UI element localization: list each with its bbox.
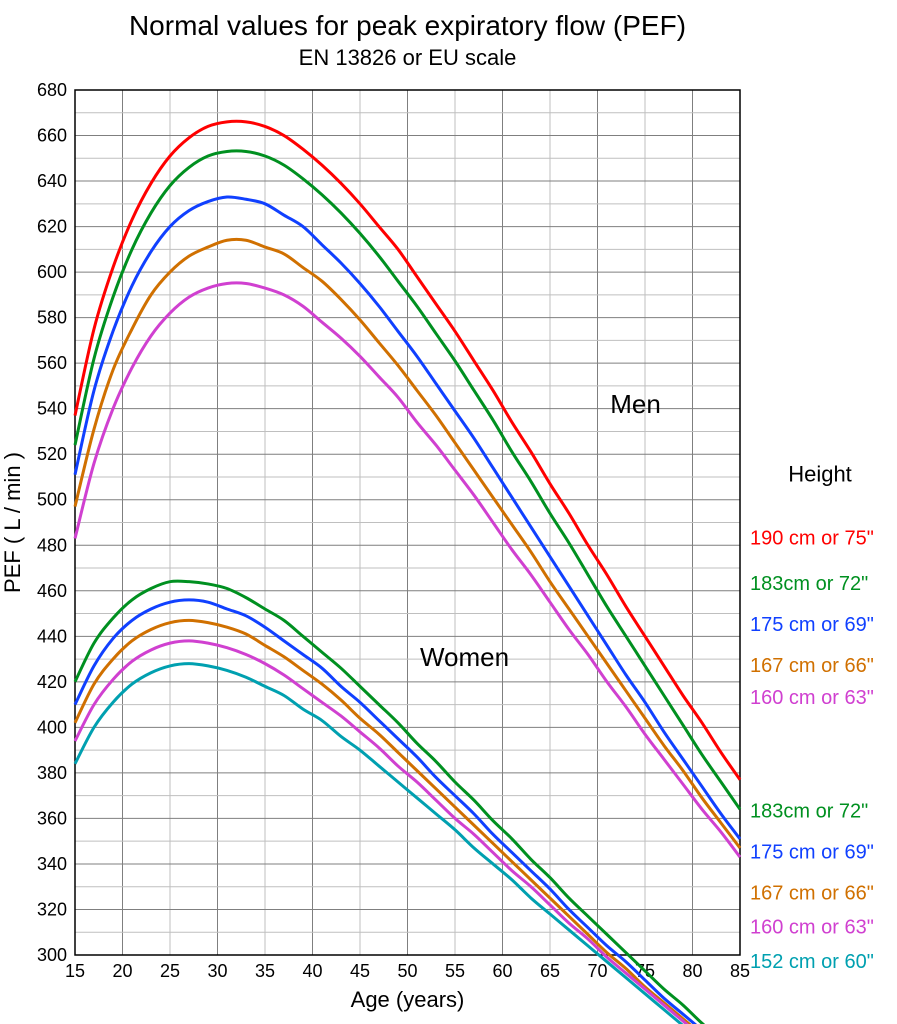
x-tick-label: 45: [350, 961, 370, 981]
y-tick-label: 680: [37, 80, 67, 100]
y-tick-label: 400: [37, 717, 67, 737]
y-tick-label: 500: [37, 490, 67, 510]
x-tick-label: 80: [682, 961, 702, 981]
y-tick-label: 360: [37, 808, 67, 828]
y-tick-label: 580: [37, 308, 67, 328]
group-label-women: Women: [420, 642, 509, 672]
y-tick-label: 600: [37, 262, 67, 282]
y-tick-label: 440: [37, 626, 67, 646]
y-tick-label: 420: [37, 672, 67, 692]
y-tick-label: 300: [37, 945, 67, 965]
x-tick-label: 20: [112, 961, 132, 981]
legend-women-4: 152 cm or 60": [750, 951, 874, 973]
legend-men-2: 175 cm or 69": [750, 614, 874, 636]
legend-men-0: 190 cm or 75": [750, 527, 874, 549]
y-tick-label: 660: [37, 126, 67, 146]
chart-title: Normal values for peak expiratory flow (…: [129, 10, 686, 41]
y-tick-label: 620: [37, 217, 67, 237]
legend-women-3: 160 cm or 63": [750, 917, 874, 939]
x-tick-label: 35: [255, 961, 275, 981]
legend-men-4: 160 cm or 63": [750, 687, 874, 709]
x-tick-label: 30: [207, 961, 227, 981]
y-tick-label: 380: [37, 763, 67, 783]
y-tick-label: 480: [37, 535, 67, 555]
y-tick-label: 640: [37, 171, 67, 191]
y-tick-label: 560: [37, 353, 67, 373]
y-tick-label: 540: [37, 399, 67, 419]
y-axis-label: PEF ( L / min ): [0, 452, 25, 593]
group-label-men: Men: [610, 389, 661, 419]
chart-subtitle: EN 13826 or EU scale: [299, 45, 517, 70]
x-tick-label: 60: [492, 961, 512, 981]
y-tick-label: 520: [37, 444, 67, 464]
y-tick-label: 340: [37, 854, 67, 874]
pef-chart: Normal values for peak expiratory flow (…: [0, 0, 897, 1024]
legend-title: Height: [788, 462, 852, 487]
x-tick-label: 50: [397, 961, 417, 981]
x-tick-label: 15: [65, 961, 85, 981]
legend-men-3: 167 cm or 66": [750, 655, 874, 677]
x-tick-label: 65: [540, 961, 560, 981]
x-tick-label: 85: [730, 961, 750, 981]
legend-women-0: 183cm or 72": [750, 801, 868, 823]
y-tick-label: 460: [37, 581, 67, 601]
x-axis-label: Age (years): [351, 987, 465, 1012]
legend-men-1: 183cm or 72": [750, 573, 868, 595]
x-tick-label: 40: [302, 961, 322, 981]
x-tick-label: 55: [445, 961, 465, 981]
legend-women-2: 167 cm or 66": [750, 883, 874, 905]
x-tick-label: 70: [587, 961, 607, 981]
y-tick-label: 320: [37, 899, 67, 919]
x-tick-label: 25: [160, 961, 180, 981]
legend-women-1: 175 cm or 69": [750, 842, 874, 864]
